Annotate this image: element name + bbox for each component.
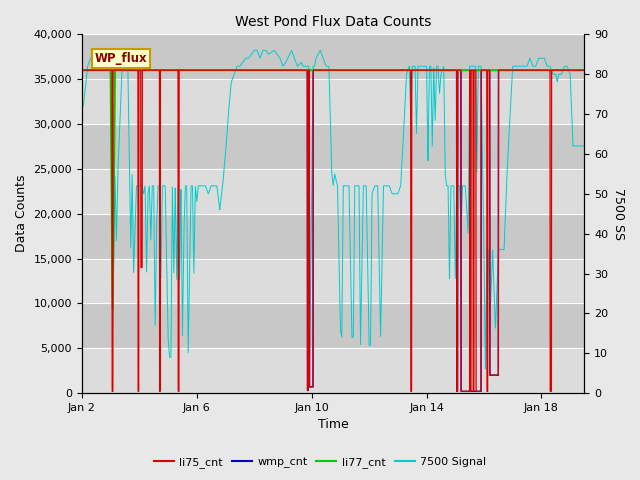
wmp_cnt [170,67,177,73]
Bar [82,79,584,124]
7500 Signal [405,65,413,71]
li77_cnt [270,67,278,73]
Bar [82,35,584,79]
7500 Signal [250,48,258,53]
li75_cnt [170,67,177,73]
7500 Signal [78,103,86,109]
li75_cnt [405,67,413,73]
7500 Signal [481,366,489,372]
li75_cnt [453,388,461,394]
wmp_cnt [453,388,461,394]
li75_cnt [78,67,86,73]
Line: li77_cnt: li77_cnt [82,70,584,309]
li77_cnt [580,67,588,73]
Legend: li75_cnt, wmp_cnt, li77_cnt, 7500 Signal: li75_cnt, wmp_cnt, li77_cnt, 7500 Signal [149,452,491,472]
wmp_cnt [380,67,387,73]
li75_cnt [492,372,499,378]
li77_cnt [380,67,387,73]
X-axis label: Time: Time [318,419,349,432]
Bar [82,124,584,169]
Line: wmp_cnt: wmp_cnt [82,70,584,391]
li77_cnt [405,67,413,73]
7500 Signal [580,143,588,149]
li75_cnt [270,67,278,73]
li75_cnt [580,67,588,73]
li77_cnt [78,67,86,73]
li77_cnt [109,306,116,312]
li77_cnt [453,67,461,73]
li75_cnt [380,67,387,73]
Bar [82,303,584,348]
Y-axis label: Data Counts: Data Counts [15,175,28,252]
7500 Signal [453,183,461,189]
li75_cnt [108,388,116,394]
7500 Signal [270,48,278,53]
Line: li75_cnt: li75_cnt [82,70,584,391]
Bar [82,348,584,393]
Bar [82,214,584,259]
7500 Signal [170,233,177,239]
wmp_cnt [580,67,588,73]
wmp_cnt [405,67,413,73]
Text: WP_flux: WP_flux [95,52,147,65]
wmp_cnt [78,67,86,73]
Bar [82,259,584,303]
li77_cnt [492,67,499,73]
li77_cnt [170,67,177,73]
Title: West Pond Flux Data Counts: West Pond Flux Data Counts [235,15,431,29]
wmp_cnt [270,67,278,73]
7500 Signal [492,323,499,328]
wmp_cnt [453,388,461,394]
Line: 7500 Signal: 7500 Signal [82,50,584,369]
Y-axis label: 7500 SS: 7500 SS [612,188,625,240]
Bar [82,169,584,214]
7500 Signal [380,185,387,191]
wmp_cnt [492,372,499,378]
